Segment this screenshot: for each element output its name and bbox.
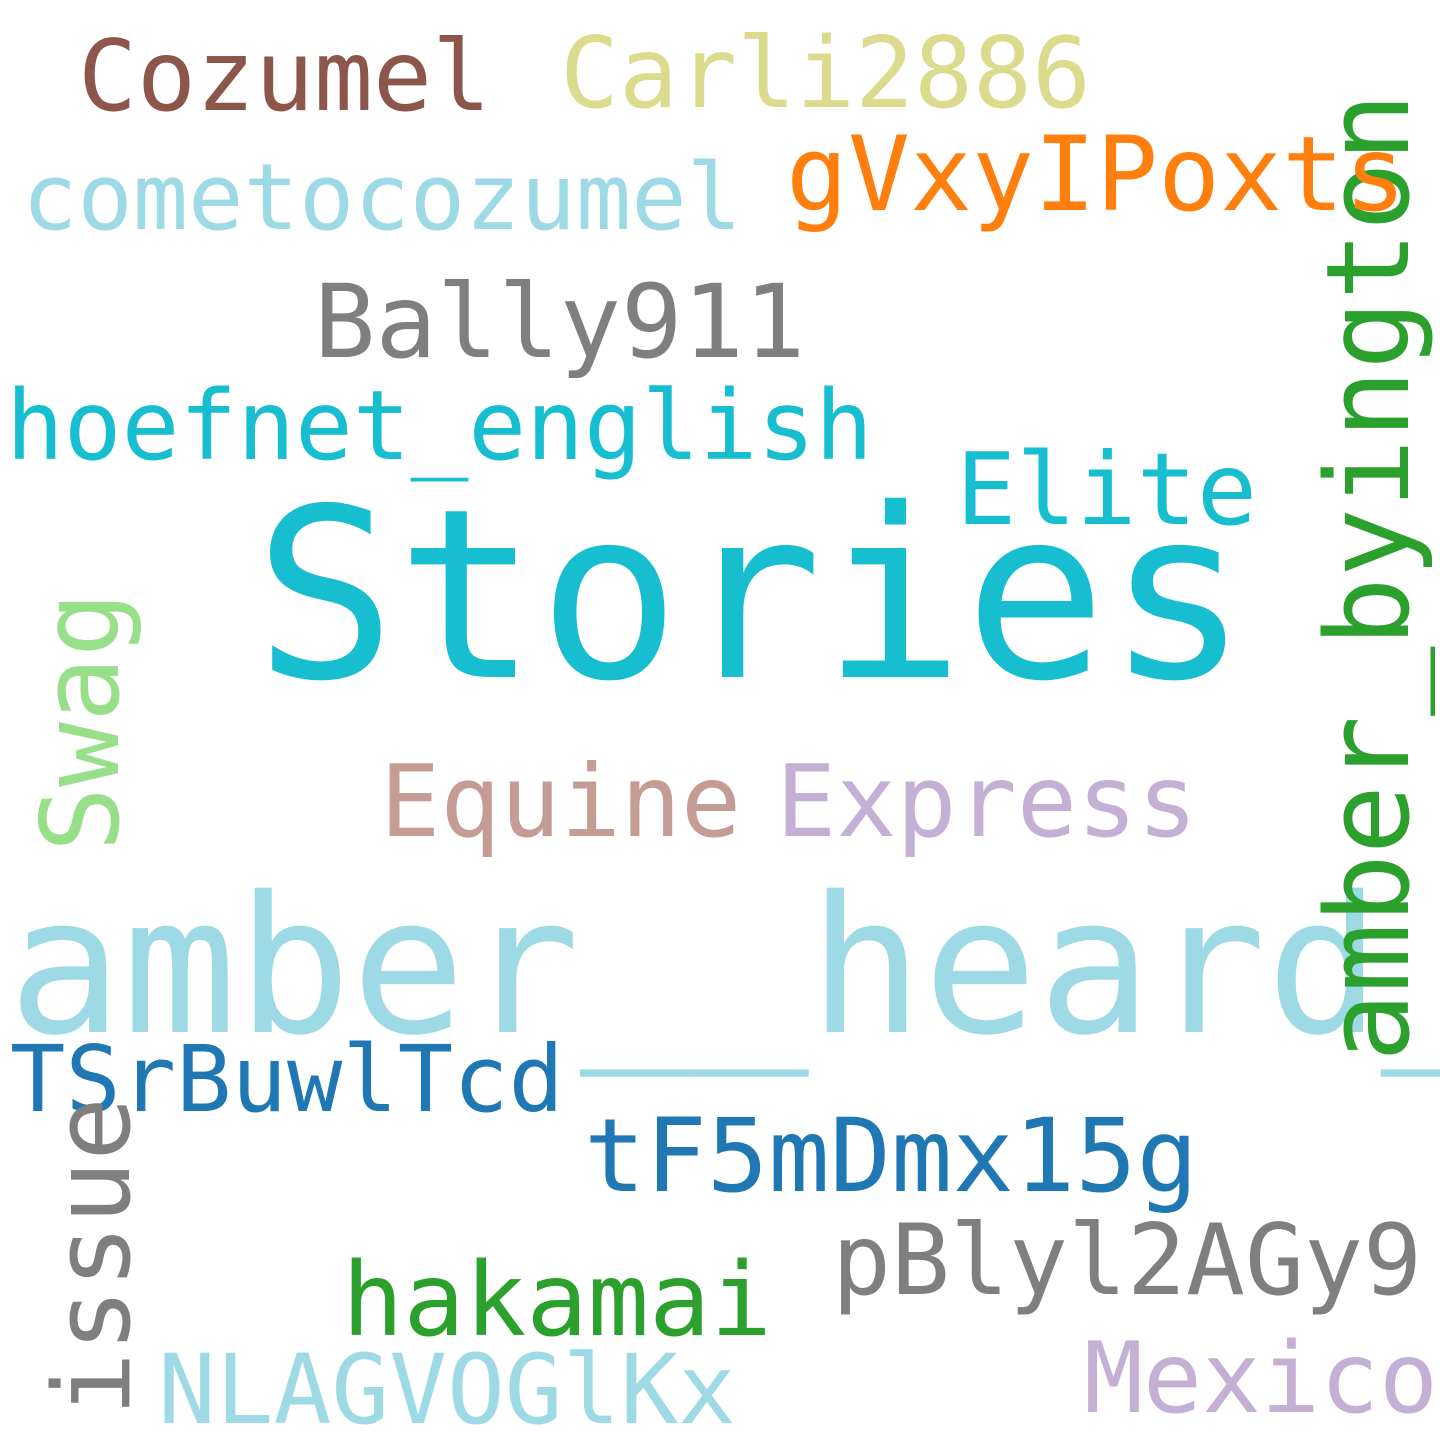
word-carli2886: Carli2886	[560, 17, 1092, 131]
word-stories: Stories	[254, 458, 1249, 733]
word-swag: Swag	[19, 591, 144, 852]
word-pblyl2agy9: pBlyl2AGy9	[832, 1204, 1423, 1318]
word-nlagvoglkx: NLAGVOGlKx	[158, 1334, 736, 1440]
word-cozumel: Cozumel	[78, 20, 492, 134]
word-hakamai: hakamai	[342, 1241, 772, 1360]
word-equine: Equine	[380, 743, 742, 860]
word-cometocozumel: cometocozumel	[22, 144, 743, 251]
word-amber-byington: amber_byington	[1302, 92, 1436, 1062]
word-tsrbuwltcd: TSrBuwlTcd	[10, 1026, 564, 1133]
word-elite: Elite	[956, 431, 1258, 548]
word-express: Express	[776, 743, 1198, 860]
word-mexico: Mexico	[1084, 1322, 1439, 1436]
word-amber-heard: amber__heard_	[8, 856, 1440, 1077]
word-gvxyipoxts: gVxyIPoxts	[786, 115, 1407, 235]
word-hoefnet-english: hoefnet_english	[6, 370, 873, 482]
word-issue: issue	[31, 1096, 154, 1416]
word-bally911: Bally911	[314, 263, 806, 382]
word-tf5mdmx15g: tF5mDmx15g	[584, 1097, 1199, 1216]
